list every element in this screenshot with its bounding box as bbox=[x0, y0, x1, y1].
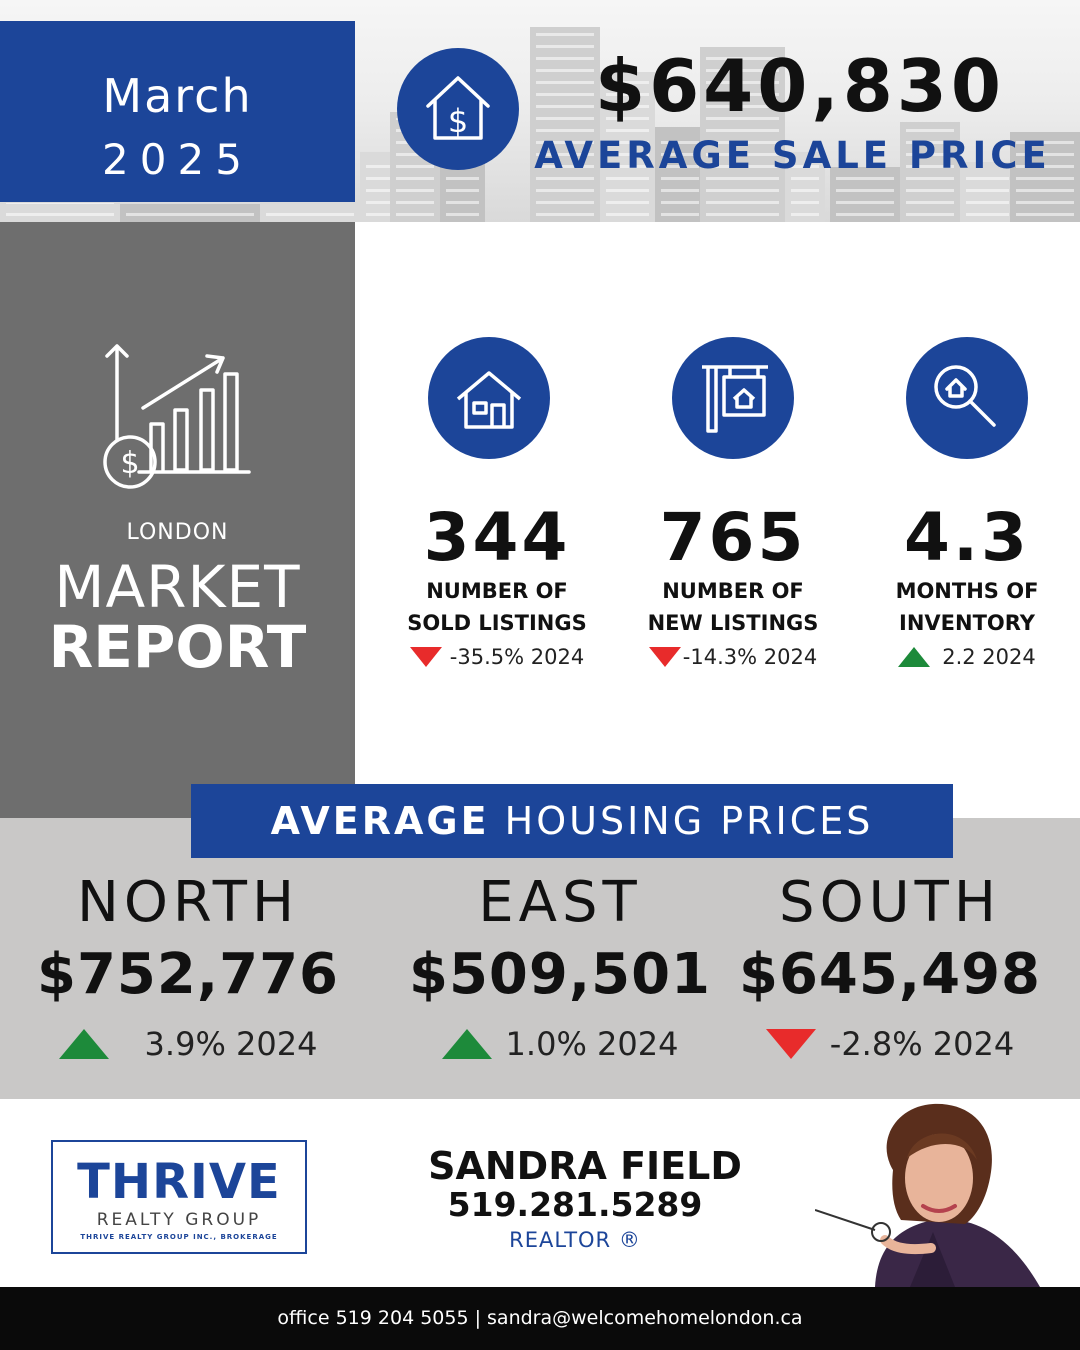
region-name: NORTH bbox=[76, 870, 300, 935]
region-east: EAST $509,501 1.0% 2024 bbox=[390, 870, 730, 1064]
region-price: $752,776 bbox=[36, 942, 340, 1007]
stat-label-line1: MONTHS OF bbox=[895, 579, 1039, 603]
brokerage-legal: THRIVE REALTY GROUP INC., BROKERAGE bbox=[80, 1233, 278, 1241]
average-sale-price: $640,830 bbox=[594, 44, 1006, 128]
stat-label-line2: SOLD LISTINGS bbox=[407, 611, 587, 635]
up-arrow-icon bbox=[58, 1029, 109, 1059]
stat-change-text: -35.5% 2024 bbox=[449, 645, 585, 669]
stat-change: 2.2 2024 bbox=[847, 645, 1080, 669]
down-arrow-icon bbox=[765, 1029, 816, 1059]
house-dollar-icon: $ bbox=[397, 48, 519, 170]
down-arrow-icon bbox=[409, 647, 442, 667]
magnifier-house-icon bbox=[906, 337, 1028, 459]
region-change-text: 3.9% 2024 bbox=[144, 1025, 318, 1063]
region-south: SOUTH $645,498 -2.8% 2024 bbox=[720, 870, 1060, 1064]
brokerage-name: THRIVE bbox=[77, 1154, 281, 1210]
agent-portrait bbox=[814, 1100, 1050, 1287]
region-name: SOUTH bbox=[779, 870, 1001, 935]
region-price: $509,501 bbox=[408, 942, 712, 1007]
housing-prices-title-rest: HOUSING PRICES bbox=[489, 799, 874, 843]
region-name: EAST bbox=[478, 870, 642, 935]
market-title: MARKET bbox=[54, 553, 301, 621]
growth-chart-icon: $ bbox=[95, 340, 255, 504]
housing-prices-title: AVERAGE HOUSING PRICES bbox=[191, 784, 953, 858]
report-month: March bbox=[102, 69, 253, 123]
stat-value: 344 bbox=[423, 499, 571, 576]
agent-name: SANDRA FIELD bbox=[428, 1144, 742, 1188]
stat-label-line2: NEW LISTINGS bbox=[647, 611, 819, 635]
housing-prices-title-bold: AVERAGE bbox=[270, 799, 490, 843]
agent-phone: 519.281.5289 bbox=[447, 1185, 703, 1224]
report-year: 2025 bbox=[102, 135, 253, 184]
up-arrow-icon bbox=[441, 1029, 492, 1059]
market-report-panel: $ LONDON MARKET REPORT bbox=[0, 222, 355, 818]
stat-change: -14.3% 2024 bbox=[613, 645, 853, 669]
average-sale-price-label: AVERAGE SALE PRICE bbox=[534, 134, 1051, 177]
region-north: NORTH $752,776 3.9% 2024 bbox=[18, 870, 358, 1064]
stat-value: 4.3 bbox=[904, 499, 1030, 576]
up-arrow-icon bbox=[898, 647, 931, 667]
svg-text:$: $ bbox=[120, 446, 139, 481]
region-change-text: -2.8% 2024 bbox=[829, 1025, 1015, 1063]
stat-change: -35.5% 2024 bbox=[377, 645, 617, 669]
housing-prices-band bbox=[0, 818, 1080, 1099]
stat-label-line1: NUMBER OF bbox=[662, 579, 804, 603]
stat-sold-listings: 344 NUMBER OF SOLD LISTINGS -35.5% 2024 bbox=[377, 499, 617, 670]
region-change: -2.8% 2024 bbox=[720, 1025, 1060, 1063]
footer-contact: office 519 204 5055 | sandra@welcomehome… bbox=[0, 1287, 1080, 1350]
report-date: March 2025 bbox=[0, 21, 355, 202]
stat-value: 765 bbox=[659, 499, 807, 576]
report-title: REPORT bbox=[48, 613, 307, 681]
for-sale-sign-icon bbox=[672, 337, 794, 459]
stat-label-line2: INVENTORY bbox=[899, 611, 1035, 635]
stat-change-text: -14.3% 2024 bbox=[682, 645, 818, 669]
down-arrow-icon bbox=[648, 647, 681, 667]
svg-text:$: $ bbox=[448, 102, 468, 140]
stat-new-listings: 765 NUMBER OF NEW LISTINGS -14.3% 2024 bbox=[613, 499, 853, 670]
region-change: 3.9% 2024 bbox=[18, 1025, 358, 1063]
agent-title: REALTOR ® bbox=[509, 1228, 641, 1252]
stat-months-inventory: 4.3 MONTHS OF INVENTORY 2.2 2024 bbox=[847, 499, 1080, 670]
city-name: LONDON bbox=[126, 520, 229, 545]
stat-change-text: 2.2 2024 bbox=[942, 645, 1036, 669]
region-price: $645,498 bbox=[738, 942, 1042, 1007]
house-icon bbox=[428, 337, 550, 459]
region-change: 1.0% 2024 bbox=[390, 1025, 730, 1063]
brokerage-logo: THRIVE REALTY GROUP THRIVE REALTY GROUP … bbox=[51, 1140, 307, 1254]
brokerage-subtitle: REALTY GROUP bbox=[96, 1210, 262, 1230]
stat-label-line1: NUMBER OF bbox=[426, 579, 568, 603]
region-change-text: 1.0% 2024 bbox=[505, 1025, 679, 1063]
